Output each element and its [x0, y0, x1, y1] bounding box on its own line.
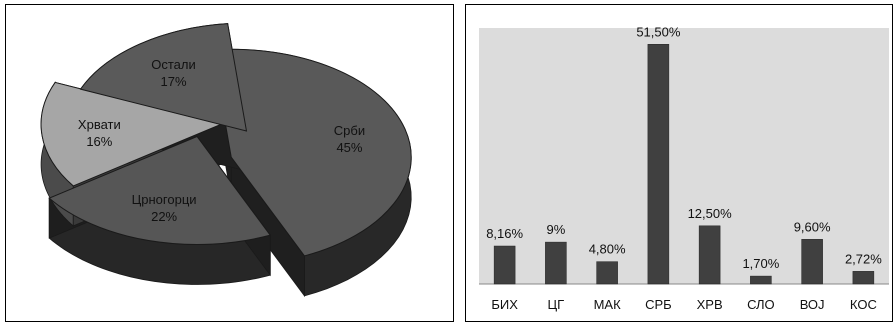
bar-value-label-мак: 4,80% [589, 242, 626, 257]
x-tick-label-бих: БИХ [491, 297, 518, 312]
bar-сло [750, 275, 772, 285]
bar-value-label-кос: 2,72% [845, 251, 882, 266]
x-tick-label-сло: СЛО [747, 297, 775, 312]
pie-label-остали: Остали [151, 57, 196, 72]
pie-slice-црногорци [48, 135, 272, 245]
bar-кос [852, 271, 875, 285]
pie-label-срби: Срби [334, 123, 365, 138]
pie-label-хрвати: Хрвати [78, 117, 121, 132]
bar-хрв [698, 225, 721, 285]
x-tick-label-вој: ВОЈ [800, 297, 825, 312]
pie-slice-хрвати [40, 81, 223, 187]
pie-chart: Срби 45% Црногорци 22% Хрвати 16% Остали 17% [40, 23, 412, 298]
plot-area [479, 28, 889, 284]
bar-срб [647, 44, 670, 285]
bar-value-label-срб: 51,50% [636, 24, 681, 39]
bar-value-label-вој: 9,60% [794, 219, 831, 234]
pie-chart-panel: Срби 45% Црногорци 22% Хрвати 16% Остали 17% [5, 4, 454, 322]
bar-chart-panel: 8,16% 9% 4,80% 51,50% 12,50% 1,70% 9,60% 2,72% … [465, 4, 893, 322]
bar-мак [596, 261, 618, 285]
pie-value-label-хрвати: 16% [86, 134, 112, 149]
bar-value-label-сло: 1,70% [742, 256, 779, 271]
pie-slice-остали [79, 23, 248, 132]
x-tick-label-хрв: ХРВ [697, 297, 723, 312]
pie-slice-срби [211, 48, 412, 257]
x-tick-label-цг: ЦГ [548, 297, 565, 312]
bar-value-label-цг: 9% [546, 222, 565, 237]
bar-chart: 8,16% 9%4,80%51,50%12,50%1,70%9,60%2,72% … [479, 24, 889, 312]
bar-цг [545, 241, 567, 285]
pie-value-label-црногорци: 22% [151, 209, 177, 224]
x-tick-label-кос: КОС [850, 297, 877, 312]
bar-value-label-бих: 8,16% [486, 226, 523, 241]
x-tick-label-мак: МАК [594, 297, 622, 312]
bar-бих [493, 245, 516, 285]
pie-value-label-остали: 17% [160, 74, 186, 89]
bar-вој [801, 239, 823, 285]
pie-value-label-срби: 45% [336, 140, 362, 155]
x-tick-label-срб: СРБ [645, 297, 672, 312]
pie-label-црногорци: Црногорци [132, 192, 197, 207]
bar-value-label-хрв: 12,50% [688, 206, 733, 221]
